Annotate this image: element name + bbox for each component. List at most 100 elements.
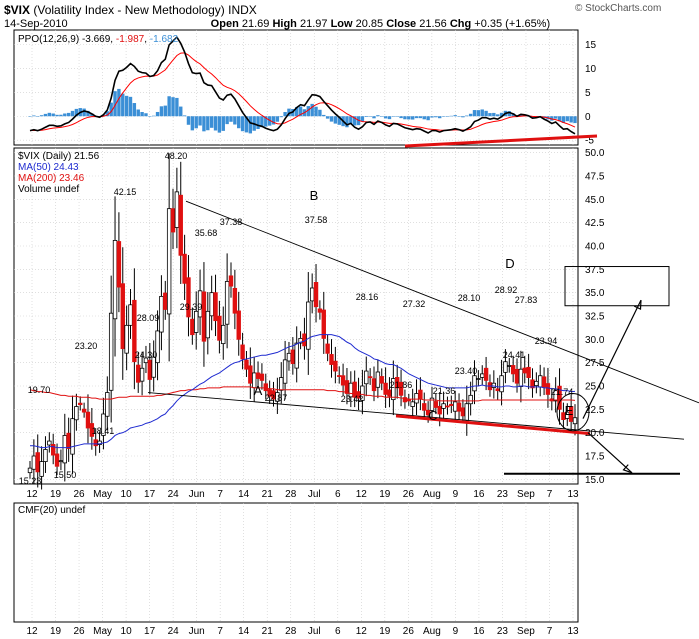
ppo-signal-line [29, 52, 576, 132]
candle-up [472, 375, 477, 392]
ppo-histogram-bar [314, 106, 318, 117]
candle-down [406, 399, 411, 402]
price-label: 23.94 [535, 336, 558, 346]
ppo-histogram-bar [113, 91, 117, 117]
candle-up [155, 330, 160, 364]
x-tick-label-bottom: 12 [356, 626, 368, 637]
chg-value: +0.35 (+1.65%) [474, 18, 551, 30]
price-label: 23.40 [455, 366, 478, 376]
candle-down [213, 292, 218, 322]
candle-down [522, 367, 527, 374]
price-label: 18.41 [92, 426, 115, 436]
chart-symbol-line: $VIX (Volatility Index - New Methodology… [4, 3, 257, 17]
candle-up [491, 382, 497, 388]
candle-up [124, 324, 129, 354]
ppo-legend-label: PPO(12,26,9) [18, 34, 80, 45]
candle-down [136, 364, 141, 383]
price-label: 28.09 [137, 313, 160, 323]
ppo-histogram-bar [86, 110, 90, 117]
candle-down [325, 343, 330, 354]
price-tick-label: 42.5 [585, 218, 605, 229]
candle-down [568, 406, 574, 422]
candle-down [460, 407, 466, 417]
ppo-histogram-bar [399, 116, 403, 119]
candle-up [97, 440, 102, 446]
candle-down [541, 376, 547, 388]
x-tick-label-bottom: Jun [189, 626, 205, 637]
candle-down [255, 372, 261, 379]
candle-down [433, 401, 439, 408]
x-tick-label-main: 23 [497, 489, 509, 500]
ppo-histogram-bar [59, 114, 63, 117]
price-label: 37.38 [220, 217, 243, 227]
price-tick-label: 45.0 [585, 195, 605, 206]
symbol-name: (Volatility Index - New Methodology) [33, 3, 225, 17]
ppo-histogram-bar [561, 116, 566, 123]
price-label: 21.74 [551, 387, 574, 397]
ppo-histogram-bar [325, 116, 330, 119]
letter-annotation: C [428, 408, 437, 423]
price-tick-label: 27.5 [585, 358, 605, 369]
candle-down [228, 275, 234, 287]
high-label: High [272, 18, 297, 30]
ppo-histogram-bar [39, 115, 44, 117]
x-tick-label-main: 26 [73, 489, 85, 500]
high-value: 21.97 [299, 18, 328, 30]
ppo-histogram-bar [233, 116, 237, 125]
x-tick-label-bottom: 14 [238, 626, 250, 637]
price-label: 22.87 [265, 393, 288, 403]
candle-down [337, 375, 342, 377]
x-tick-label-main: 7 [547, 489, 553, 500]
ppo-histogram-bar [573, 116, 577, 124]
watermark: © StockCharts.com [575, 3, 662, 14]
x-tick-label-main: 19 [50, 489, 62, 500]
ppo-histogram-bar [237, 116, 241, 129]
candle-up [128, 304, 133, 326]
ma50-line [30, 334, 576, 449]
candle-up [464, 403, 469, 421]
ppo-histogram-bar [519, 114, 523, 117]
ppo-histogram-bar [144, 113, 148, 117]
ppo-histogram-bar [376, 115, 380, 117]
x-tick-label-main: 16 [473, 489, 485, 500]
price-label: 24.41 [503, 350, 526, 360]
open-label: Open [210, 18, 239, 30]
price-label: 37.58 [305, 215, 328, 225]
candle-down [182, 253, 187, 284]
candle-up [70, 418, 75, 455]
ppo-histogram-bar [430, 116, 434, 118]
x-tick-label-bottom: 6 [335, 626, 341, 637]
price-label: 21.86 [390, 380, 413, 390]
candle-down [290, 349, 296, 364]
ppo-histogram-bar [182, 115, 187, 117]
price-tick-label: 22.5 [585, 405, 605, 416]
candle-up [309, 287, 315, 302]
x-tick-label-bottom: Sep [517, 626, 535, 637]
ppo-histogram-bar [565, 116, 569, 122]
candle-up [47, 440, 52, 446]
ppo-histogram-bar [229, 116, 233, 122]
ppo-histogram-bar [306, 106, 310, 117]
x-tick-label-bottom: Jul [308, 626, 321, 637]
ppo-tick-label: 5 [585, 88, 591, 99]
ppo-histogram-bar [495, 114, 500, 117]
x-tick-label-bottom: 19 [379, 626, 391, 637]
ppo-histogram-bar [403, 116, 407, 120]
candle-down [244, 359, 249, 370]
ppo-histogram-bar [283, 112, 287, 117]
letter-annotation: A [254, 383, 263, 398]
candle-up [209, 292, 214, 317]
ppo-histogram-bar [225, 116, 229, 125]
x-tick-label-bottom: 26 [403, 626, 415, 637]
ppo-panel-frame [13, 29, 579, 146]
chg-label: Chg [449, 18, 472, 30]
ppo-legend: PPO(12,26,9) -3.669, -1.987, -1.682 [18, 34, 179, 45]
candle-down [495, 388, 500, 392]
x-tick-label-main: Jul [308, 489, 321, 500]
ma50-legend: MA(50) 24.43 [18, 162, 79, 173]
candle-up [194, 310, 199, 333]
x-tick-label-bottom: 13 [567, 626, 579, 637]
candle-down [383, 382, 388, 395]
candle-down [93, 439, 98, 447]
ppo-histogram-bar [438, 116, 442, 119]
